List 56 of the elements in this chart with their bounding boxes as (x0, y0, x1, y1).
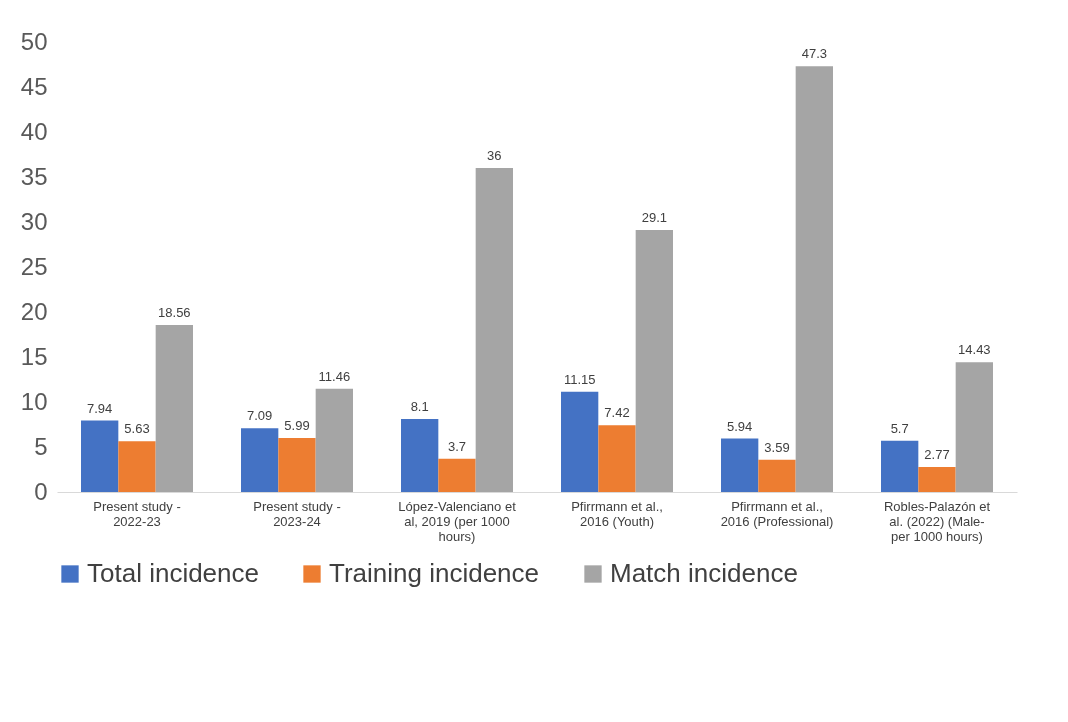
data-label: 7.42 (604, 405, 630, 421)
bar (881, 440, 919, 492)
bar (561, 391, 599, 492)
bar (155, 324, 193, 492)
bar (721, 438, 759, 492)
data-label: 7.94 (87, 400, 113, 416)
data-label: 5.99 (284, 418, 310, 434)
legend-label: Total incidence (87, 558, 259, 588)
data-label: 5.94 (727, 418, 753, 434)
data-label: 5.63 (124, 421, 150, 437)
x-tick-label: Pfirrmann et al., 2016 (Professional) (720, 498, 834, 529)
bar (81, 420, 119, 492)
bar (795, 66, 833, 492)
data-label: 3.7 (447, 438, 467, 454)
y-tick-label: 5 (34, 432, 48, 460)
x-tick-label: Present study - 2023-24 (253, 498, 341, 529)
data-label: 18.56 (158, 304, 191, 320)
y-tick-label: 35 (20, 162, 48, 190)
x-tick-label: Pfirrmann et al., 2016 (Youth) (571, 498, 663, 529)
data-label: 14.43 (958, 342, 991, 358)
y-tick-label: 40 (20, 117, 48, 145)
legend-label: Training incidence (329, 558, 540, 588)
bar (315, 388, 353, 492)
y-tick-label: 50 (20, 27, 48, 55)
y-tick-label: 0 (34, 477, 48, 505)
y-tick-label: 15 (20, 342, 48, 370)
bar (401, 419, 439, 492)
data-label: 11.15 (563, 371, 596, 387)
bar (118, 441, 156, 492)
legend-label: Match incidence (610, 558, 798, 588)
y-tick-label: 45 (20, 72, 48, 100)
data-label: 8.1 (410, 399, 429, 415)
y-tick-label: 25 (20, 252, 48, 280)
y-tick-label: 30 (20, 207, 48, 235)
data-label: 11.46 (318, 368, 351, 384)
bar (598, 425, 636, 492)
data-label: 2.77 (924, 447, 950, 463)
bar (438, 458, 476, 492)
x-tick-label: Present study - 2022-23 (93, 498, 181, 529)
x-tick-label: Robles-Palazón et al. (2022) (Male- per 1000 hours) (883, 498, 991, 544)
y-tick-label: 20 (20, 297, 48, 325)
bar (278, 438, 316, 492)
y-tick-label: 10 (20, 387, 48, 415)
bar (758, 459, 796, 492)
data-label: 3.59 (764, 439, 790, 455)
bar (918, 467, 956, 492)
data-label: 36 (487, 148, 502, 163)
bar (475, 168, 513, 492)
x-tick-label: López-Valenciano et al, 2019 (per 1000 hours) (398, 498, 517, 544)
data-label: 29.1 (641, 210, 667, 226)
bar (241, 428, 279, 492)
data-label: 47.3 (801, 46, 827, 62)
bar (955, 362, 993, 492)
bar (635, 230, 673, 492)
data-label: 5.7 (890, 420, 909, 436)
data-label: 7.09 (247, 408, 273, 424)
